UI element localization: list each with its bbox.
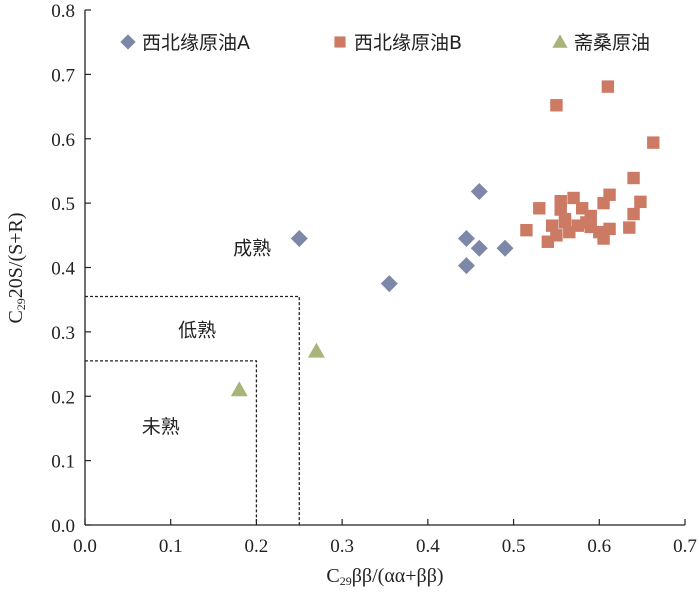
diamond-point (496, 239, 514, 257)
square-point (627, 171, 640, 185)
triangle-point (552, 34, 568, 48)
square-point (603, 222, 616, 236)
x-tick-label: 0.6 (587, 536, 611, 557)
y-tick-label: 0.7 (51, 65, 75, 86)
legend: 西北缘原油A 西北缘原油B 斋桑原油 (120, 32, 650, 54)
diamond-point (470, 239, 488, 257)
square-point (533, 202, 546, 215)
diamond-point (457, 230, 475, 248)
y-tick-label: 0.3 (51, 323, 75, 344)
legend-label: 西北缘原油B (354, 32, 462, 54)
diamond-point (380, 275, 398, 293)
x-axis-title: C29ββ/(αα+ββ) (326, 565, 443, 588)
region-label: 低熟 (178, 320, 216, 342)
x-tick-label: 0.7 (673, 536, 697, 557)
region-label: 未熟 (142, 416, 180, 438)
triangle-point (230, 381, 248, 397)
y-axis-title: C2920S/(S+R) (5, 212, 28, 323)
square-point (554, 203, 567, 216)
y-tick-label: 0.5 (51, 194, 75, 215)
annotation-label: 成熟 (233, 238, 271, 260)
y-tick-label: 0.1 (51, 452, 75, 473)
x-tick-label: 0.2 (245, 536, 269, 557)
legend-label: 西北缘原油A (142, 32, 250, 54)
square-point (597, 196, 610, 210)
square-point (601, 80, 615, 93)
square-point (550, 229, 563, 242)
region-boundary (85, 360, 258, 525)
axes (84, 10, 685, 526)
y-tick-label: 0.0 (51, 516, 75, 537)
square-point (558, 213, 572, 226)
square-point (567, 191, 580, 205)
square-point (545, 219, 559, 232)
region-boundary (85, 295, 300, 525)
x-tick-label: 0.3 (330, 536, 354, 557)
y-tick-label: 0.6 (51, 130, 75, 151)
square-point (563, 225, 576, 239)
square-point (627, 207, 640, 221)
diamond-point (290, 230, 308, 248)
diamond-point (120, 34, 136, 50)
x-tick-label: 0.1 (159, 536, 183, 557)
maturity-regions: 未熟 低熟 成熟 (85, 238, 300, 525)
y-ticks: 0.0 0.1 0.2 0.3 0.4 0.5 0.6 0.7 0.8 (51, 1, 91, 537)
square-point (550, 99, 563, 112)
x-tick-label: 0.5 (502, 536, 526, 557)
square-point (623, 221, 636, 234)
square-point (593, 225, 606, 239)
x-tick-label: 0.0 (73, 536, 97, 557)
triangle-point (307, 342, 325, 358)
diamond-point (470, 183, 488, 201)
square-point (520, 223, 533, 237)
square-point (647, 136, 660, 149)
square-point (334, 36, 346, 48)
data-points (230, 80, 660, 397)
square-point (580, 216, 593, 229)
y-tick-label: 0.2 (51, 387, 75, 408)
legend-label: 斋桑原油 (574, 32, 650, 54)
diamond-point (457, 257, 475, 275)
x-ticks: 0.0 0.1 0.2 0.3 0.4 0.5 0.6 0.7 (73, 519, 697, 557)
y-tick-label: 0.4 (51, 259, 75, 280)
square-point (634, 195, 647, 209)
y-tick-label: 0.8 (51, 1, 75, 22)
x-tick-label: 0.4 (416, 536, 440, 557)
